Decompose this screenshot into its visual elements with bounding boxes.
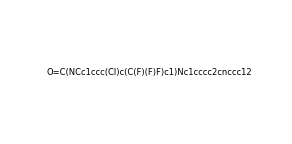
Text: O=C(NCc1ccc(Cl)c(C(F)(F)F)c1)Nc1cccc2cnccc12: O=C(NCc1ccc(Cl)c(C(F)(F)F)c1)Nc1cccc2cnc…	[47, 68, 253, 77]
